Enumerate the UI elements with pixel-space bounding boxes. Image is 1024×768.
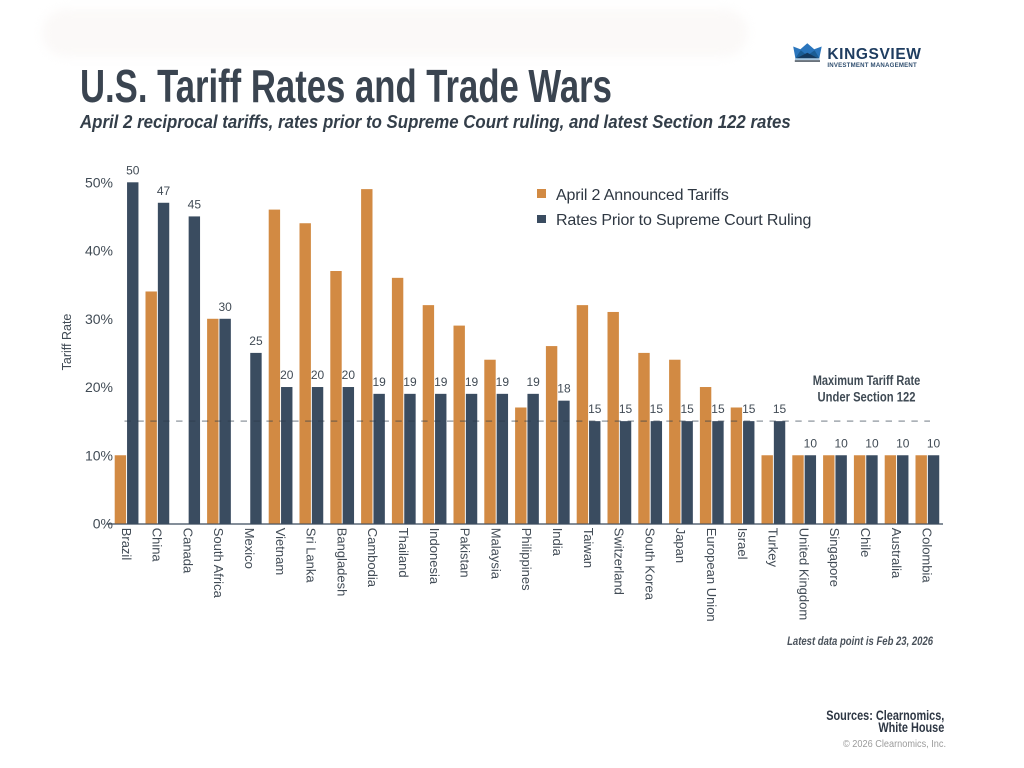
svg-text:Chile: Chile	[858, 528, 873, 558]
svg-text:0%: 0%	[93, 516, 113, 532]
svg-text:Singapore: Singapore	[827, 528, 842, 587]
svg-text:Switzerland: Switzerland	[612, 528, 627, 595]
svg-text:25: 25	[249, 334, 263, 348]
svg-text:Pakistan: Pakistan	[458, 528, 473, 578]
svg-text:Turkey: Turkey	[766, 528, 781, 568]
svg-text:19: 19	[496, 375, 510, 389]
svg-text:15: 15	[680, 402, 694, 416]
svg-text:19: 19	[434, 375, 448, 389]
svg-text:Bangladesh: Bangladesh	[334, 528, 349, 597]
svg-text:20: 20	[280, 368, 294, 382]
svg-text:50%: 50%	[85, 174, 113, 190]
svg-text:Malaysia: Malaysia	[488, 528, 503, 580]
svg-text:South Africa: South Africa	[211, 528, 226, 599]
svg-text:Taiwan: Taiwan	[581, 528, 596, 568]
svg-text:40%: 40%	[85, 243, 113, 259]
svg-text:Brazil: Brazil	[119, 528, 134, 561]
svg-text:Tariff Rate: Tariff Rate	[60, 314, 74, 371]
svg-text:United Kingdom: United Kingdom	[796, 528, 811, 621]
svg-text:19: 19	[526, 375, 540, 389]
svg-text:30: 30	[218, 300, 232, 314]
svg-text:20%: 20%	[85, 379, 113, 395]
svg-text:18: 18	[557, 382, 571, 396]
svg-text:Cambodia: Cambodia	[365, 528, 380, 588]
svg-text:Canada: Canada	[180, 528, 195, 574]
svg-text:19: 19	[372, 375, 386, 389]
svg-text:South Korea: South Korea	[642, 528, 657, 601]
svg-text:Colombia: Colombia	[920, 528, 935, 584]
svg-text:19: 19	[465, 375, 479, 389]
svg-text:Maximum Tariff Rate: Maximum Tariff Rate	[813, 373, 921, 388]
svg-text:10: 10	[834, 436, 848, 450]
svg-text:10: 10	[927, 436, 941, 450]
svg-text:China: China	[150, 528, 165, 563]
svg-text:15: 15	[742, 402, 756, 416]
svg-text:Sri Lanka: Sri Lanka	[304, 528, 319, 584]
svg-text:Under Section 122: Under Section 122	[818, 389, 916, 404]
svg-text:Japan: Japan	[673, 528, 688, 563]
svg-text:20: 20	[311, 368, 325, 382]
svg-text:Mexico: Mexico	[242, 528, 257, 569]
svg-text:INVESTMENT MANAGEMENT: INVESTMENT MANAGEMENT	[827, 62, 917, 69]
svg-text:Philippines: Philippines	[519, 528, 534, 591]
svg-text:Israel: Israel	[735, 528, 750, 560]
svg-text:20: 20	[342, 368, 356, 382]
svg-text:10: 10	[865, 436, 879, 450]
svg-text:47: 47	[157, 184, 171, 198]
svg-text:Vietnam: Vietnam	[273, 528, 288, 575]
svg-text:India: India	[550, 528, 565, 557]
svg-text:19: 19	[403, 375, 417, 389]
svg-text:Thailand: Thailand	[396, 528, 411, 578]
svg-text:10%: 10%	[85, 447, 113, 463]
svg-text:Indonesia: Indonesia	[427, 528, 442, 585]
svg-text:Australia: Australia	[889, 528, 904, 579]
svg-text:15: 15	[619, 402, 633, 416]
svg-text:10: 10	[804, 436, 818, 450]
svg-text:30%: 30%	[85, 311, 113, 327]
svg-text:15: 15	[650, 402, 664, 416]
svg-text:10: 10	[896, 436, 910, 450]
svg-text:15: 15	[588, 402, 602, 416]
svg-text:15: 15	[773, 402, 787, 416]
svg-text:15: 15	[711, 402, 725, 416]
svg-text:KINGSVIEW: KINGSVIEW	[827, 46, 921, 63]
svg-text:45: 45	[188, 197, 202, 211]
svg-text:European Union: European Union	[704, 528, 719, 622]
svg-text:50: 50	[126, 163, 140, 177]
